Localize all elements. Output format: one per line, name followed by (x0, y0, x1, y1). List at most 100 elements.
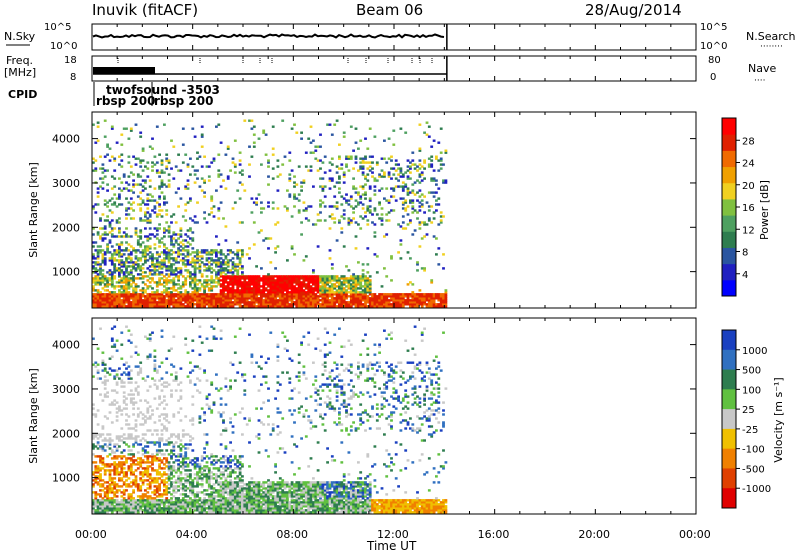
heatmap-cell (357, 223, 360, 225)
heatmap-cell (423, 195, 426, 197)
heatmap-cell (355, 128, 358, 130)
heatmap-cell (172, 146, 175, 148)
heatmap-cell (161, 377, 164, 379)
heatmap-cell (409, 171, 412, 173)
heatmap-cell (284, 205, 287, 207)
heatmap-cell (137, 413, 140, 415)
heatmap-cell (128, 243, 131, 245)
heatmap-cell (317, 275, 320, 277)
heatmap-cell (146, 455, 149, 457)
heatmap-cell (118, 217, 121, 219)
heatmap-cell (359, 140, 362, 142)
heatmap-cell (156, 407, 159, 409)
heatmap-cell (319, 275, 322, 277)
heatmap-cell (241, 169, 244, 171)
heatmap-cell (158, 483, 161, 485)
heatmap-cell (168, 350, 171, 352)
heatmap-cell (191, 237, 194, 239)
heatmap-cell (165, 403, 168, 405)
heatmap-cell (331, 177, 334, 179)
heatmap-cell (144, 227, 147, 229)
heatmap-cell (113, 399, 116, 401)
heatmap-cell (97, 289, 100, 291)
heatmap-cell (102, 399, 105, 401)
heatmap-cell (203, 411, 206, 413)
heatmap-cell (125, 443, 128, 445)
heatmap-cell (400, 167, 403, 169)
heatmap-cell (128, 340, 131, 342)
heatmap-cell (196, 152, 199, 154)
heatmap-cell (99, 249, 102, 251)
heatmap-cell (295, 275, 298, 277)
heatmap-cell (340, 195, 343, 197)
heatmap-cell (392, 130, 395, 132)
heatmap-cell (132, 443, 135, 445)
heatmap-cell (414, 229, 417, 231)
heatmap-cell (158, 175, 161, 177)
heatmap-cell (388, 171, 391, 173)
heatmap-cell (146, 161, 149, 163)
heatmap-cell (109, 159, 112, 161)
heatmap-cell (215, 271, 218, 273)
heatmap-cell (187, 457, 190, 459)
heatmap-cell (146, 203, 149, 205)
heatmap-cell (158, 419, 161, 421)
heatmap-cell (158, 293, 161, 295)
heatmap-cell (182, 483, 185, 485)
heatmap-cell (208, 293, 211, 295)
heatmap-cell (128, 433, 131, 435)
heatmap-cell (113, 326, 116, 328)
heatmap-cell (426, 223, 429, 225)
heatmap-cell (154, 247, 157, 249)
heatmap-cell (182, 477, 185, 479)
heatmap-cell (172, 231, 175, 233)
heatmap-cell (194, 493, 197, 495)
heatmap-cell (125, 275, 128, 277)
heatmap-cell (189, 362, 192, 364)
heatmap-cell (94, 413, 97, 415)
heatmap-cell (239, 159, 242, 161)
heatmap-cell (130, 128, 133, 130)
heatmap-cell (445, 179, 448, 181)
heatmap-cell (416, 211, 419, 213)
heatmap-cell (139, 191, 142, 193)
heatmap-cell (426, 122, 429, 124)
y-tick-label: 2000 (52, 221, 80, 234)
heatmap-cell (213, 249, 216, 251)
heatmap-cell (199, 156, 202, 158)
heatmap-cell (392, 195, 395, 197)
heatmap-cell (208, 283, 211, 285)
heatmap-cell (106, 455, 109, 457)
heatmap-cell (97, 499, 100, 501)
heatmap-cell (132, 209, 135, 211)
heatmap-cell (189, 271, 192, 273)
heatmap-cell (189, 197, 192, 199)
heatmap-cell (180, 477, 183, 479)
heatmap-cell (265, 154, 268, 156)
heatmap-cell (191, 449, 194, 451)
heatmap-cell (385, 219, 388, 221)
heatmap-cell (333, 283, 336, 285)
colorbar-swatch (722, 183, 736, 200)
heatmap-cell (137, 173, 140, 175)
heatmap-cell (442, 163, 445, 165)
heatmap-cell (437, 203, 440, 205)
heatmap-cell (111, 346, 114, 348)
heatmap-cell (414, 181, 417, 183)
heatmap-cell (144, 379, 147, 381)
heatmap-cell (125, 457, 128, 459)
heatmap-cell (400, 257, 403, 259)
heatmap-cell (139, 265, 142, 267)
heatmap-cell (111, 338, 114, 340)
heatmap-cell (210, 211, 213, 213)
heatmap-cell (359, 275, 362, 277)
heatmap-cell (253, 243, 256, 245)
heatmap-cell (151, 433, 154, 435)
heatmap-cell (104, 367, 107, 369)
heatmap-cell (111, 271, 114, 273)
heatmap-cell (187, 163, 190, 165)
heatmap-cell (324, 156, 327, 158)
heatmap-cell (161, 209, 164, 211)
heatmap-cell (191, 350, 194, 352)
heatmap-cell (97, 126, 100, 128)
